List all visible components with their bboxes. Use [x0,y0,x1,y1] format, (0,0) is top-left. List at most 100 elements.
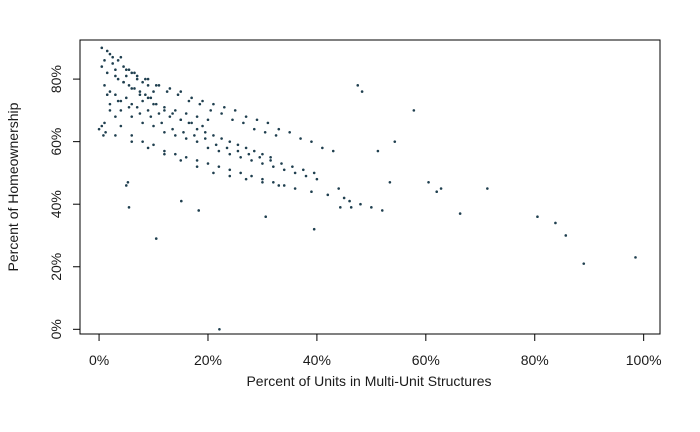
data-point [277,184,281,187]
data-point [236,143,240,147]
data-point [228,152,232,156]
x-tick-label: 60% [412,352,440,368]
data-point [108,102,112,106]
data-point [133,87,136,90]
data-point [291,165,294,168]
y-tick-label: 60% [48,128,64,156]
data-point [135,105,139,109]
data-point [124,184,128,187]
data-point [97,127,101,131]
data-point [255,118,259,122]
data-point [195,115,199,118]
data-point [179,159,183,162]
data-point [174,134,177,137]
data-point [195,165,199,168]
data-point [124,68,128,72]
x-tick-label: 100% [626,352,662,368]
data-point [293,187,297,190]
data-point [135,77,139,81]
data-point [179,90,183,93]
data-point [486,187,489,190]
data-point [105,49,109,53]
data-point [174,109,177,112]
data-point [412,109,416,112]
data-point [116,77,120,81]
data-point [138,90,142,93]
data-point [288,130,291,134]
data-point [105,93,109,97]
data-point [127,105,131,109]
x-tick-label: 80% [521,352,549,368]
data-point [349,206,353,209]
data-point [174,152,177,156]
data-point [103,84,106,87]
data-point [261,162,264,165]
data-point [201,99,204,103]
y-tick-label: 40% [48,190,64,218]
data-point [111,62,114,65]
data-point [634,256,637,259]
data-point [157,112,161,115]
data-point [195,127,199,131]
data-point [168,115,172,118]
data-point [130,140,134,143]
data-point [261,177,264,181]
plot-frame [79,39,661,335]
data-point [427,181,430,184]
data-point [163,109,166,112]
data-point [239,171,242,175]
data-point [130,115,134,118]
data-point [342,196,346,200]
points-layer [97,46,637,331]
data-point [114,115,117,118]
data-point [331,149,335,153]
data-point [114,134,117,137]
data-point [228,168,232,172]
data-point [119,99,123,103]
data-point [206,146,210,150]
data-point [146,109,150,112]
data-point [146,146,150,150]
data-point [272,181,275,184]
data-point [198,102,202,106]
data-point [439,187,443,190]
data-point [223,105,226,109]
data-point [217,165,221,168]
x-axis-title: Percent of Units in Multi-Unit Structure… [246,373,491,389]
x-tick-label: 40% [303,352,331,368]
data-point [130,102,134,106]
data-point [103,59,106,62]
data-point [171,127,174,131]
x-axis: 0% 20% 40% 60% 80% 100% [89,334,662,368]
data-point [102,134,105,137]
data-point [165,90,169,93]
data-point [564,234,568,237]
data-point [244,115,248,118]
data-point [266,121,270,125]
data-point [269,155,272,159]
data-point [119,124,123,128]
data-point [100,65,104,68]
data-point [144,93,147,97]
data-point [582,262,586,265]
data-point [228,140,232,143]
data-point [163,152,166,156]
data-point [122,80,125,84]
data-point [119,55,123,59]
data-point [130,71,134,75]
data-point [184,112,188,115]
data-point [100,124,104,128]
data-point [141,80,144,84]
data-point [435,190,439,193]
data-point [127,206,131,209]
data-point [272,165,275,168]
data-point [310,190,313,193]
data-point [100,46,104,50]
data-point [152,102,155,106]
data-point [195,159,199,162]
data-point [149,96,153,100]
data-point [111,55,114,59]
data-point [356,84,360,87]
data-point [187,121,191,125]
x-tick-label: 0% [89,352,109,368]
